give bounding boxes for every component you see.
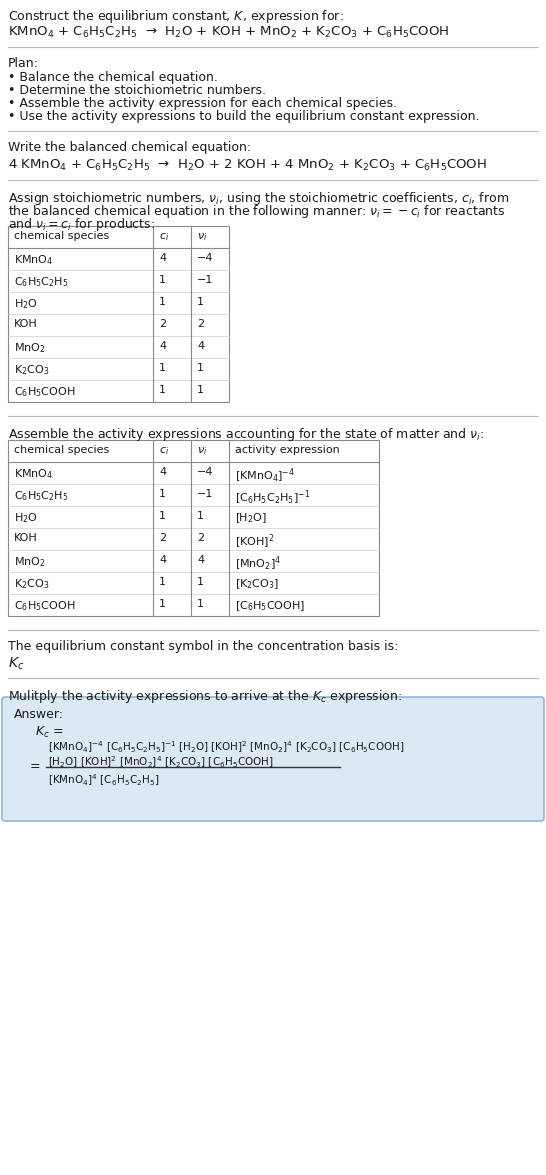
Text: −1: −1 [197,489,213,499]
Text: 1: 1 [197,599,204,609]
Text: $K_c$: $K_c$ [8,656,25,672]
Text: 1: 1 [159,297,166,307]
Text: KMnO$_4$: KMnO$_4$ [14,466,54,481]
Text: H$_2$O: H$_2$O [14,297,38,311]
Text: MnO$_2$: MnO$_2$ [14,555,46,569]
Text: chemical species: chemical species [14,231,109,241]
Text: 1: 1 [159,385,166,395]
Text: −4: −4 [197,253,213,263]
Text: 2: 2 [197,533,204,543]
Text: 1: 1 [159,511,166,521]
Text: [MnO$_2$]$^4$: [MnO$_2$]$^4$ [235,555,281,573]
Text: 4: 4 [159,253,166,263]
Text: 1: 1 [159,599,166,609]
Text: [C$_6$H$_5$COOH]: [C$_6$H$_5$COOH] [235,599,305,613]
Text: −1: −1 [197,275,213,286]
Text: 1: 1 [197,297,204,307]
Text: 4 KMnO$_4$ + C$_6$H$_5$C$_2$H$_5$  →  H$_2$O + 2 KOH + 4 MnO$_2$ + K$_2$CO$_3$ +: 4 KMnO$_4$ + C$_6$H$_5$C$_2$H$_5$ → H$_2… [8,157,487,173]
Text: [KMnO$_4$]$^{-4}$ [C$_6$H$_5$C$_2$H$_5$]$^{-1}$ [H$_2$O] [KOH]$^2$ [MnO$_2$]$^4$: [KMnO$_4$]$^{-4}$ [C$_6$H$_5$C$_2$H$_5$]… [48,739,405,754]
Text: Plan:: Plan: [8,58,39,70]
Text: [KMnO$_4$]$^4$ [C$_6$H$_5$C$_2$H$_5$]: [KMnO$_4$]$^4$ [C$_6$H$_5$C$_2$H$_5$] [48,772,159,787]
Bar [8,439,379,616]
Text: KMnO$_4$ + C$_6$H$_5$C$_2$H$_5$  →  H$_2$O + KOH + MnO$_2$ + K$_2$CO$_3$ + C$_6$: KMnO$_4$ + C$_6$H$_5$C$_2$H$_5$ → H$_2$O… [8,25,449,40]
Text: the balanced chemical equation in the following manner: $\nu_i = -c_i$ for react: the balanced chemical equation in the fo… [8,203,506,220]
Text: C$_6$H$_5$C$_2$H$_5$: C$_6$H$_5$C$_2$H$_5$ [14,489,69,503]
Text: [KMnO$_4$]$^{-4}$: [KMnO$_4$]$^{-4}$ [235,466,295,485]
Text: $\nu_i$: $\nu_i$ [197,445,207,457]
Text: 1: 1 [159,275,166,286]
Text: Assemble the activity expressions accounting for the state of matter and $\nu_i$: Assemble the activity expressions accoun… [8,427,484,443]
Text: [K$_2$CO$_3$]: [K$_2$CO$_3$] [235,577,280,591]
Text: [H$_2$O]: [H$_2$O] [235,511,267,525]
Text: 1: 1 [197,511,204,521]
Text: H$_2$O: H$_2$O [14,511,38,525]
Text: MnO$_2$: MnO$_2$ [14,341,46,355]
Text: Construct the equilibrium constant, $K$, expression for:: Construct the equilibrium constant, $K$,… [8,8,344,25]
Text: • Use the activity expressions to build the equilibrium constant expression.: • Use the activity expressions to build … [8,110,479,123]
Text: 4: 4 [197,555,204,565]
Text: 4: 4 [159,555,166,565]
Text: $c_i$: $c_i$ [159,231,169,243]
Text: $K_c$ =: $K_c$ = [35,725,63,740]
Text: chemical species: chemical species [14,445,109,455]
Text: 2: 2 [159,318,166,329]
Text: KMnO$_4$: KMnO$_4$ [14,253,54,267]
Text: 1: 1 [159,489,166,499]
Text: 4: 4 [159,466,166,477]
Text: 1: 1 [159,577,166,588]
Text: C$_6$H$_5$C$_2$H$_5$: C$_6$H$_5$C$_2$H$_5$ [14,275,69,289]
Text: Write the balanced chemical equation:: Write the balanced chemical equation: [8,141,251,154]
Text: 2: 2 [159,533,166,543]
Text: $\nu_i$: $\nu_i$ [197,231,207,243]
Bar [8,226,229,402]
Text: Assign stoichiometric numbers, $\nu_i$, using the stoichiometric coefficients, $: Assign stoichiometric numbers, $\nu_i$, … [8,190,509,207]
Text: • Balance the chemical equation.: • Balance the chemical equation. [8,70,218,83]
Text: C$_6$H$_5$COOH: C$_6$H$_5$COOH [14,385,75,398]
Text: • Assemble the activity expression for each chemical species.: • Assemble the activity expression for e… [8,98,397,110]
Text: 1: 1 [197,385,204,395]
Text: 4: 4 [159,341,166,351]
Text: C$_6$H$_5$COOH: C$_6$H$_5$COOH [14,599,75,613]
Text: Mulitply the activity expressions to arrive at the $K_c$ expression:: Mulitply the activity expressions to arr… [8,689,402,705]
Text: The equilibrium constant symbol in the concentration basis is:: The equilibrium constant symbol in the c… [8,640,399,653]
Text: =: = [30,760,40,773]
Text: KOH: KOH [14,533,38,543]
Text: −4: −4 [197,466,213,477]
Text: 2: 2 [197,318,204,329]
Text: Answer:: Answer: [14,709,64,721]
Text: [H$_2$O] [KOH]$^2$ [MnO$_2$]$^4$ [K$_2$CO$_3$] [C$_6$H$_5$COOH]: [H$_2$O] [KOH]$^2$ [MnO$_2$]$^4$ [K$_2$C… [48,754,274,770]
Text: [C$_6$H$_5$C$_2$H$_5$]$^{-1}$: [C$_6$H$_5$C$_2$H$_5$]$^{-1}$ [235,489,310,508]
Text: [KOH]$^2$: [KOH]$^2$ [235,533,274,551]
Text: K$_2$CO$_3$: K$_2$CO$_3$ [14,577,50,591]
Text: activity expression: activity expression [235,445,340,455]
Text: KOH: KOH [14,318,38,329]
Text: 4: 4 [197,341,204,351]
Text: 1: 1 [197,363,204,372]
Text: • Determine the stoichiometric numbers.: • Determine the stoichiometric numbers. [8,83,266,98]
FancyBboxPatch shape [2,697,544,821]
Text: K$_2$CO$_3$: K$_2$CO$_3$ [14,363,50,377]
Text: 1: 1 [197,577,204,588]
Text: $c_i$: $c_i$ [159,445,169,457]
Text: and $\nu_i = c_i$ for products:: and $\nu_i = c_i$ for products: [8,216,155,233]
Text: 1: 1 [159,363,166,372]
